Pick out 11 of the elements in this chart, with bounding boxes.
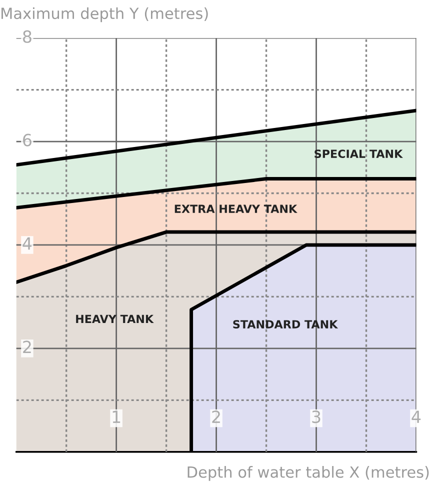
y-tick-label: 6 [23, 134, 32, 146]
x-tick-label: 1 [112, 410, 120, 423]
y-axis-title: Maximum depth Y (metres) [2, 7, 208, 22]
x-axis-title: Depth of water table X (metres) [188, 466, 429, 481]
y-tick-label: 4 [22, 237, 32, 250]
x-tick-label: 3 [312, 410, 320, 424]
y-tick-label: 8 [23, 30, 32, 43]
y-tick-label: 2 [23, 340, 31, 354]
x-tick-label: 2 [212, 410, 220, 423]
x-tick-label: 4 [412, 410, 421, 423]
annotation: EXTRA HEAVY TANK [174, 204, 298, 213]
